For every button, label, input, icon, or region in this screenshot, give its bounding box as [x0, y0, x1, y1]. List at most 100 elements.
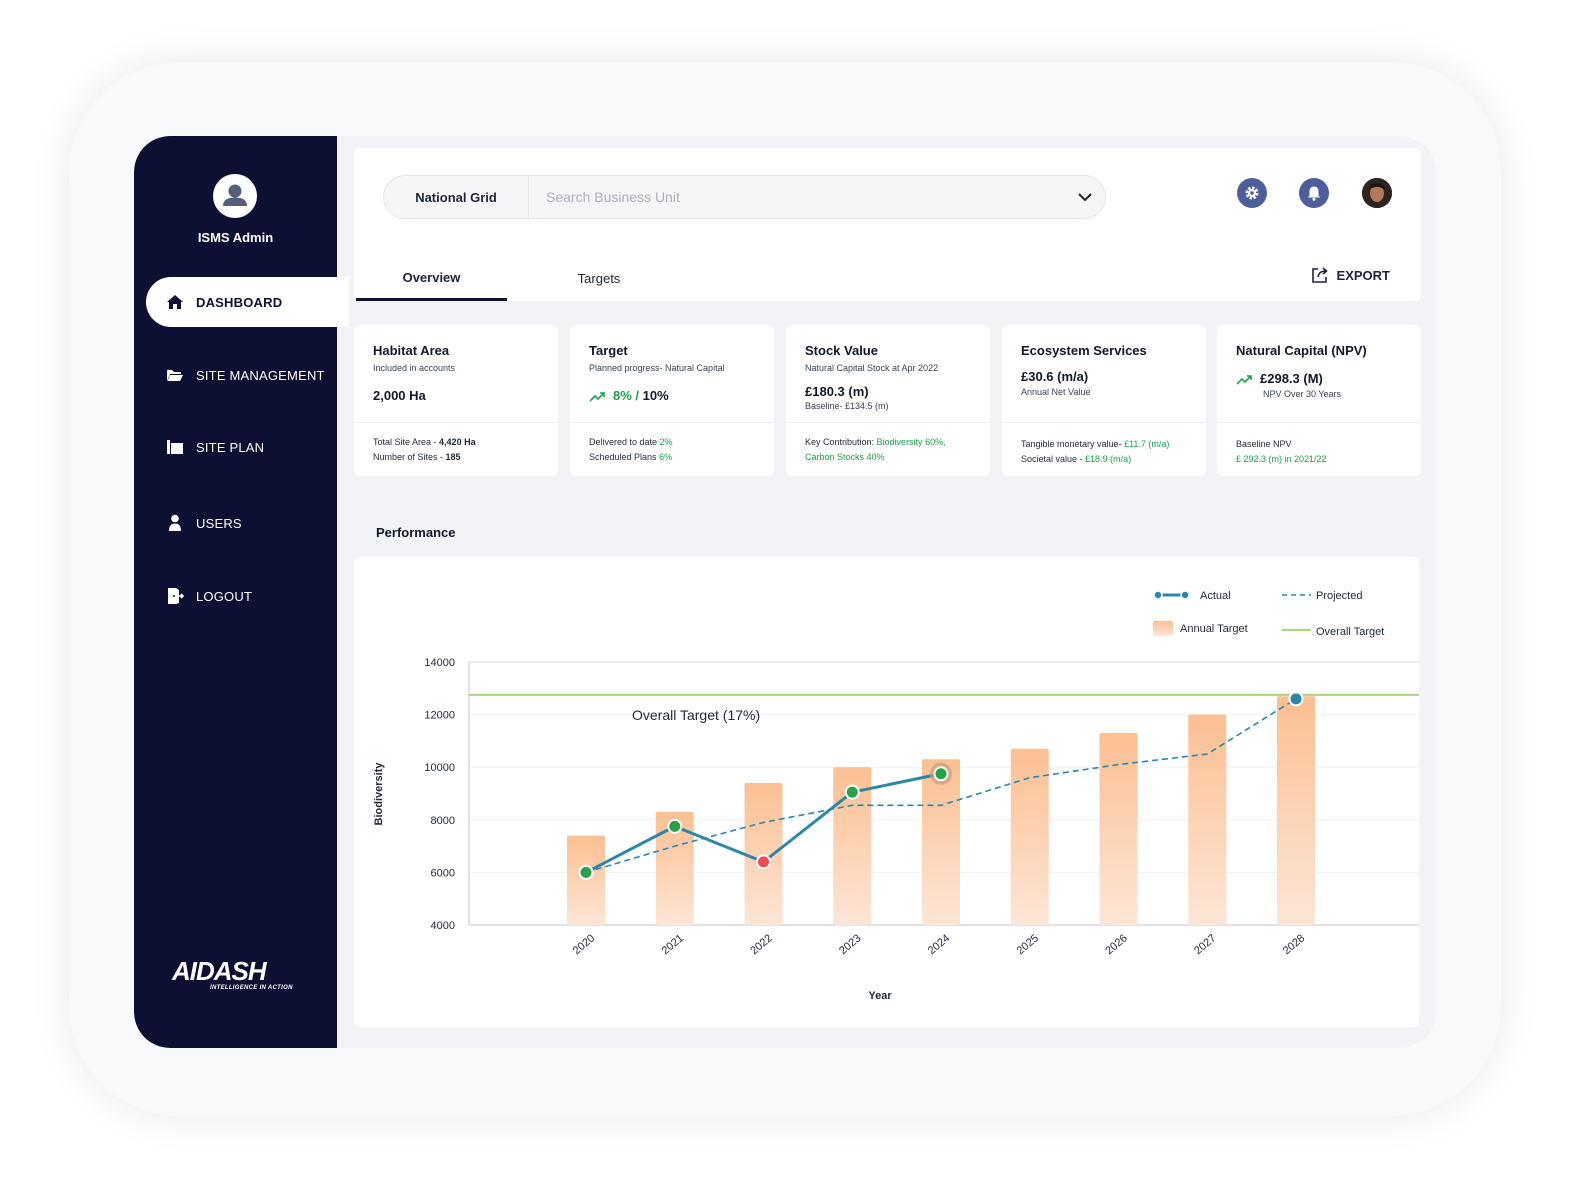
x-tick-label: 2026 — [1103, 932, 1129, 957]
card-title: Natural Capital (NPV) — [1236, 343, 1367, 358]
x-tick-label: 2024 — [926, 932, 952, 957]
card-value-separator: / — [631, 388, 643, 403]
admin-avatar[interactable] — [213, 174, 257, 218]
performance-chart: 4000 6000 8000 10000 12000 14000 2020 2021 2022 2… — [373, 590, 1419, 1002]
performance-title: Performance — [376, 525, 456, 540]
legend-label: Overall Target — [1316, 626, 1384, 638]
card-detail-label: Societal value - — [1021, 453, 1086, 464]
card-value-target: 10% — [642, 388, 669, 403]
card-value: 2,000 Ha — [373, 388, 426, 403]
annual-target-bar — [655, 811, 694, 925]
card-detail-label: Scheduled Plans — [589, 451, 660, 462]
card-value: £30.6 (m/a) — [1021, 369, 1089, 384]
card-detail-label: Delivered to date — [589, 437, 660, 447]
trend-up-icon — [589, 391, 605, 402]
header: National Grid Over — [354, 148, 1421, 301]
card-value: £180.3 (m) — [805, 384, 869, 399]
legend-label: Annual Target — [1180, 623, 1248, 635]
card-ecosystem-services: Ecosystem Services £30.6 (m/a) Annual Ne… — [1002, 325, 1206, 476]
aidash-logo: AIDASH INTELLIGENCE IN ACTION — [172, 956, 293, 991]
x-tick-label: 2025 — [1015, 932, 1041, 957]
legend-actual-marker — [1153, 590, 1163, 600]
sidebar-item-users[interactable]: USERS — [134, 498, 337, 548]
sidebar-item-site-management[interactable]: SITE MANAGEMENT — [134, 350, 337, 400]
card-title: Stock Value — [805, 343, 878, 358]
logo-tagline: INTELLIGENCE IN ACTION — [210, 985, 293, 991]
share-icon — [1311, 267, 1328, 283]
sidebar-item-label: USERS — [196, 515, 242, 531]
performance-chart-card: 4000 6000 8000 10000 12000 14000 2020 2021 2022 2… — [354, 557, 1419, 1027]
y-tick-label: 4000 — [431, 920, 455, 932]
tab-targets[interactable]: Targets — [577, 271, 621, 286]
overall-target-label: Overall Target (17%) — [632, 707, 760, 723]
actual-point — [933, 766, 949, 782]
card-detail-value: £18.9 (m/a) — [1085, 453, 1132, 464]
settings-button[interactable] — [1237, 178, 1267, 208]
app-window: ISMS Admin DASHBOARD SITE MANAGEMENT SIT… — [134, 136, 1436, 1048]
y-tick-label: 14000 — [424, 657, 455, 669]
folder-icon — [166, 366, 184, 384]
annual-target-bar — [744, 782, 783, 925]
sidebar-item-label: DASHBOARD — [196, 294, 283, 310]
bell-icon — [1308, 186, 1320, 201]
tab-bar: Overview Targets — [354, 256, 1421, 301]
card-detail-label: Baseline NPV — [1236, 439, 1292, 449]
business-unit-name[interactable]: National Grid — [384, 176, 529, 218]
card-detail-value: £11.7 (m/a) — [1124, 439, 1170, 449]
legend-label: Projected — [1316, 590, 1362, 602]
annual-target-bar — [1277, 696, 1315, 925]
x-tick-label: 2021 — [660, 932, 686, 957]
card-detail-value: £ 292.3 (m) in 2021/22 — [1236, 453, 1327, 464]
legend-label: Actual — [1200, 590, 1231, 602]
card-detail-label: Number of Sites - — [373, 451, 446, 462]
x-tick-label: 2027 — [1192, 932, 1218, 957]
logo-text: AIDASH — [172, 956, 267, 986]
admin-name: ISMS Admin — [197, 230, 274, 245]
card-target: Target Planned progress- Natural Capital… — [570, 325, 774, 476]
legend-actual-marker — [1180, 590, 1190, 600]
annual-target-bar — [922, 759, 960, 925]
card-detail-value: 185 — [445, 451, 461, 462]
card-detail-value: 2% — [659, 437, 673, 447]
sidebar-item-dashboard[interactable]: DASHBOARD — [146, 277, 349, 327]
x-axis-title: Year — [868, 990, 892, 1002]
notifications-button[interactable] — [1299, 178, 1329, 208]
annual-target-bar — [1188, 714, 1227, 925]
sidebar-item-logout[interactable]: LOGOUT — [134, 571, 337, 621]
user-icon — [166, 514, 184, 532]
annual-target-bar — [1099, 733, 1138, 925]
card-detail-value: 4,420 Ha — [439, 437, 476, 447]
y-tick-label: 6000 — [431, 867, 455, 879]
export-button[interactable]: EXPORT — [1311, 266, 1390, 284]
x-tick-label: 2022 — [748, 932, 774, 957]
card-detail-value: Carbon Stocks 40% — [805, 451, 885, 462]
sidebar: ISMS Admin DASHBOARD SITE MANAGEMENT SIT… — [134, 136, 349, 1048]
card-subtitle: Included in accounts — [373, 363, 456, 373]
business-unit-selector: National Grid — [383, 175, 1106, 219]
map-icon — [166, 438, 184, 456]
chevron-down-icon[interactable] — [1065, 192, 1105, 202]
card-value-progress: 8% — [613, 388, 632, 403]
card-title: Habitat Area — [373, 343, 450, 358]
actual-point — [844, 784, 860, 800]
projected-end-point — [1288, 691, 1304, 707]
tab-overview[interactable]: Overview — [356, 256, 507, 301]
card-natural-capital-npv: Natural Capital (NPV) £298.3 (M) NPV Ove… — [1217, 325, 1421, 476]
card-stock-value: Stock Value Natural Capital Stock at Apr… — [786, 325, 990, 476]
card-detail-label: Tangible monetary value- — [1021, 439, 1125, 449]
actual-point — [667, 818, 683, 834]
sidebar-item-site-plan[interactable]: SITE PLAN — [134, 422, 337, 472]
x-tick-label: 2028 — [1281, 932, 1307, 957]
profile-avatar[interactable] — [1362, 178, 1392, 208]
search-business-unit-input[interactable] — [529, 176, 1065, 218]
user-silhouette-icon — [223, 184, 247, 206]
y-tick-label: 12000 — [424, 710, 455, 722]
legend-annual-target-swatch — [1153, 621, 1173, 636]
annual-target-bar — [567, 835, 605, 925]
y-tick-label: 10000 — [424, 762, 455, 774]
card-subtitle: Planned progress- Natural Capital — [589, 363, 725, 373]
trend-up-icon — [1236, 374, 1252, 385]
sidebar-item-label: LOGOUT — [196, 588, 253, 604]
card-subtitle: Natural Capital Stock at Apr 2022 — [805, 363, 939, 373]
logout-icon — [166, 587, 184, 605]
